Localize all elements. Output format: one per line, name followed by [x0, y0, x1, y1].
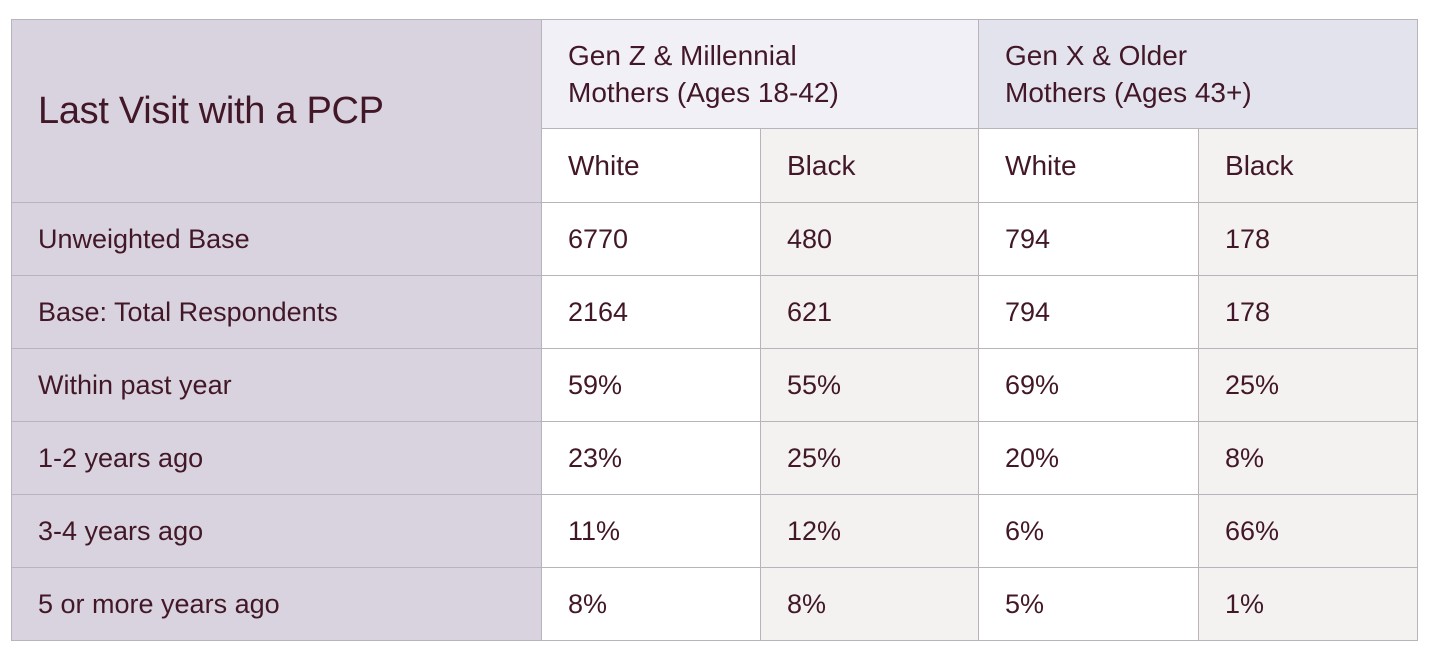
subheader-white: White	[978, 128, 1200, 203]
header-row-groups: Last Visit with a PCP Gen Z & Millennial…	[11, 19, 1419, 203]
table-cell: 8%	[541, 567, 761, 641]
table-cell: 178	[1198, 202, 1419, 276]
table-cell: 178	[1198, 275, 1419, 349]
table-title: Last Visit with a PCP	[11, 19, 542, 203]
subheader-black: Black	[1198, 128, 1419, 203]
table-cell: 1%	[1198, 567, 1419, 641]
table-row: Within past year 59% 55% 69% 25%	[11, 348, 1419, 422]
table-row: Base: Total Respondents 2164 621 794 178	[11, 275, 1419, 349]
subheader-black: Black	[759, 128, 980, 203]
table-row: 1-2 years ago 23% 25% 20% 8%	[11, 421, 1419, 495]
table-cell: 621	[759, 275, 980, 349]
row-label: 1-2 years ago	[11, 421, 542, 495]
group-label-line1: Gen X & Older	[1005, 40, 1188, 71]
table-cell: 11%	[541, 494, 761, 568]
table-cell: 2164	[541, 275, 761, 349]
table-cell: 480	[759, 202, 980, 276]
table-cell: 8%	[759, 567, 980, 641]
table-cell: 794	[978, 202, 1200, 276]
row-label: Base: Total Respondents	[11, 275, 542, 349]
table-cell: 69%	[978, 348, 1200, 422]
table-row: Unweighted Base 6770 480 794 178	[11, 202, 1419, 276]
table-cell: 794	[978, 275, 1200, 349]
table-cell: 25%	[1198, 348, 1419, 422]
group-header-genz-millennial: Gen Z & Millennial Mothers (Ages 18-42)	[540, 19, 980, 129]
table-cell: 12%	[759, 494, 980, 568]
group-label-line2: Mothers (Ages 18-42)	[568, 77, 839, 108]
pcp-visit-table: Last Visit with a PCP Gen Z & Millennial…	[11, 19, 1419, 641]
table-cell: 6%	[978, 494, 1200, 568]
table-cell: 25%	[759, 421, 980, 495]
subheader-white: White	[541, 128, 761, 203]
row-label: 3-4 years ago	[11, 494, 542, 568]
table-row: 5 or more years ago 8% 8% 5% 1%	[11, 567, 1419, 641]
table-row: 3-4 years ago 11% 12% 6% 66%	[11, 494, 1419, 568]
table-cell: 23%	[541, 421, 761, 495]
row-label: Within past year	[11, 348, 542, 422]
group-header-genx-older: Gen X & Older Mothers (Ages 43+)	[978, 19, 1419, 129]
table-cell: 55%	[759, 348, 980, 422]
table-cell: 59%	[541, 348, 761, 422]
table-cell: 6770	[541, 202, 761, 276]
table-cell: 8%	[1198, 421, 1419, 495]
row-label: 5 or more years ago	[11, 567, 542, 641]
row-label: Unweighted Base	[11, 202, 542, 276]
group-label-line2: Mothers (Ages 43+)	[1005, 77, 1252, 108]
table-cell: 66%	[1198, 494, 1419, 568]
table-cell: 5%	[978, 567, 1200, 641]
table-cell: 20%	[978, 421, 1200, 495]
header-row-race: White Black White Black	[12, 128, 1419, 203]
group-label-line1: Gen Z & Millennial	[568, 40, 797, 71]
